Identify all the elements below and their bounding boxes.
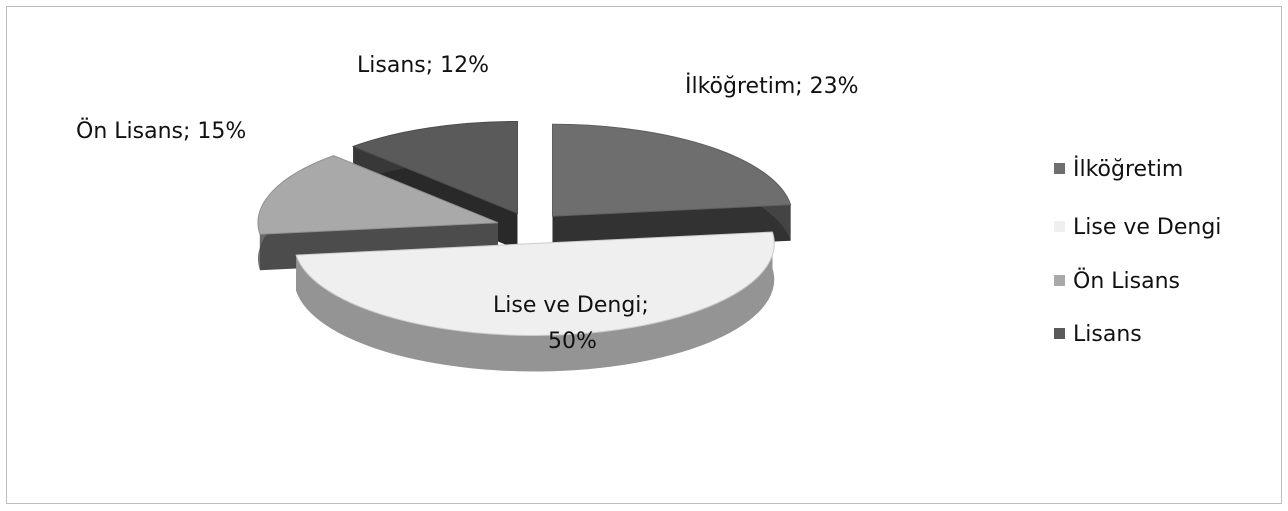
slice-top xyxy=(551,123,792,217)
legend-label-lisans: Lisans xyxy=(1073,322,1142,347)
legend-label-ilkogretim: İlköğretim xyxy=(1073,156,1183,182)
label-lisans: Lisans; 12% xyxy=(357,53,489,78)
label-on-lisans: Ön Lisans; 15% xyxy=(76,118,246,144)
legend-swatch-on-lisans xyxy=(1054,275,1065,286)
label-lise-ve-dengi: Lise ve Dengi; xyxy=(493,293,649,318)
slice-top xyxy=(351,120,518,215)
legend-swatch-lise-ve-dengi xyxy=(1054,221,1065,232)
label-ilkogretim: İlköğretim; 23% xyxy=(685,73,859,99)
legend-label-lise-ve-dengi: Lise ve Dengi xyxy=(1073,215,1221,240)
label-lise-ve-dengi-percent: 50% xyxy=(548,329,597,354)
slice-top xyxy=(295,231,775,336)
legend-swatch-ilkogretim xyxy=(1054,163,1065,174)
slice-lise-ve-dengi xyxy=(295,231,775,372)
slice-top xyxy=(257,155,499,235)
slice-edge xyxy=(296,231,775,372)
legend: İlköğretim Lise ve Dengi Ön Lisans Lisan… xyxy=(1054,156,1221,347)
legend-label-on-lisans: Ön Lisans xyxy=(1073,268,1180,294)
legend-swatch-lisans xyxy=(1054,328,1065,339)
